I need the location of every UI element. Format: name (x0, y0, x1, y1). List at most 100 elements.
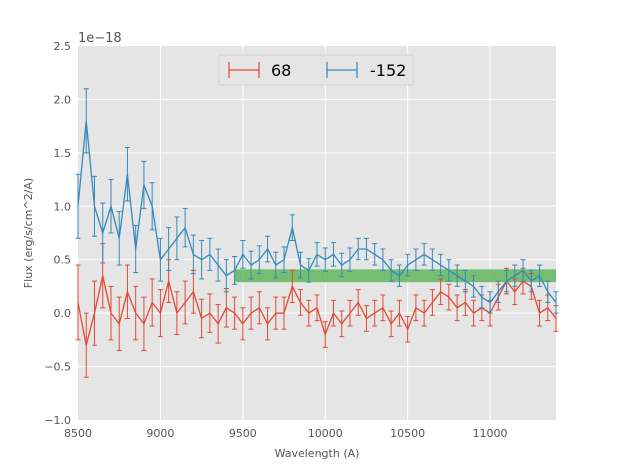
error-bar-1-38 (388, 259, 394, 282)
error-bar-1-17 (215, 248, 221, 282)
error-bar-1-0 (75, 173, 81, 239)
plot-area (78, 46, 556, 420)
error-bar-1-56 (537, 264, 543, 287)
error-bar-1-12 (174, 216, 180, 261)
error-bar-0-5 (116, 296, 122, 352)
error-bar-1-46 (454, 264, 460, 287)
error-bar-0-17 (215, 304, 221, 344)
error-bar-0-25 (281, 296, 287, 330)
error-bar-0-1 (83, 312, 89, 378)
error-bar-1-1 (83, 88, 89, 154)
error-bar-1-6 (124, 147, 130, 202)
error-bar-1-49 (479, 285, 485, 309)
x-tick-label-0: 8500 (64, 427, 92, 440)
y-tick-label-4: 1.0 (54, 200, 72, 213)
error-bar-1-8 (141, 160, 147, 209)
error-bar-0-28 (306, 299, 312, 327)
error-bar-0-8 (141, 296, 147, 352)
error-bar-0-4 (108, 285, 114, 341)
error-bar-1-7 (133, 225, 139, 274)
error-bar-1-50 (487, 291, 493, 314)
error-bar-1-19 (232, 256, 238, 285)
band-layer (234, 269, 556, 283)
error-bar-0-39 (396, 299, 402, 327)
error-bar-1-45 (446, 259, 452, 282)
error-bar-0-23 (265, 307, 271, 341)
error-bar-0-20 (240, 307, 246, 341)
series-layer (75, 88, 559, 378)
error-bar-1-29 (314, 242, 320, 267)
error-bar-1-16 (207, 237, 213, 271)
y-tick-label-1: −0.5 (44, 361, 71, 374)
error-bar-0-48 (471, 299, 477, 327)
error-bar-1-21 (248, 250, 254, 280)
error-bar-1-24 (273, 251, 279, 279)
legend-swatch-68 (228, 62, 260, 78)
error-bar-0-15 (199, 298, 205, 339)
error-bar-0-32 (339, 310, 345, 338)
error-bar-1-30 (322, 247, 328, 272)
error-bar-0-33 (347, 299, 353, 327)
error-bar-0-26 (289, 269, 295, 303)
error-bar-1-4 (108, 179, 114, 234)
error-bar-1-31 (330, 242, 336, 267)
error-bar-1-41 (413, 248, 419, 271)
error-bar-1-57 (545, 280, 551, 303)
legend: 68 -152 (218, 54, 414, 86)
y-tick-label-3: 0.5 (54, 254, 72, 267)
x-tick-label-4: 10500 (390, 427, 425, 440)
error-bar-1-55 (528, 269, 534, 293)
error-bar-0-13 (182, 280, 188, 325)
error-bar-1-9 (149, 182, 155, 231)
error-bar-0-30 (322, 321, 328, 348)
error-bar-1-36 (372, 243, 378, 266)
error-bar-1-13 (182, 207, 188, 248)
error-bar-1-35 (363, 237, 369, 261)
error-bar-0-38 (388, 310, 394, 338)
error-bar-0-37 (380, 294, 386, 322)
grid (78, 46, 556, 420)
error-bar-0-9 (149, 278, 155, 327)
error-bar-1-43 (429, 248, 435, 271)
error-bar-0-21 (248, 296, 254, 330)
x-tick-label-3: 10000 (308, 427, 343, 440)
error-bar-1-10 (157, 237, 163, 282)
error-bar-1-53 (512, 264, 518, 287)
error-bar-1-54 (520, 259, 526, 282)
error-bar-1-26 (289, 214, 295, 241)
error-bar-1-15 (199, 239, 205, 280)
error-bar-1-47 (462, 269, 468, 293)
error-bar-0-16 (207, 293, 213, 333)
error-bar-1-37 (380, 248, 386, 271)
y-offset-label: 1e−18 (78, 31, 122, 46)
error-bar-1-5 (116, 211, 122, 266)
x-axis-label: Wavelength (A) (275, 447, 360, 460)
legend-label-68: 68 (271, 61, 291, 80)
error-bar-1-14 (190, 234, 196, 275)
x-tick-label-5: 11000 (473, 427, 508, 440)
error-bar-0-41 (413, 294, 419, 322)
error-bar-0-45 (446, 283, 452, 311)
y-tick-label-7: 2.5 (54, 40, 72, 53)
error-bar-0-44 (438, 278, 444, 306)
error-bar-1-25 (281, 246, 287, 274)
error-bar-1-40 (405, 253, 411, 277)
error-bar-1-2 (91, 175, 97, 237)
error-bar-0-7 (133, 285, 139, 341)
error-bar-0-31 (330, 299, 336, 327)
error-bar-1-39 (396, 264, 402, 287)
legend-label-152: -152 (370, 61, 406, 80)
error-bar-0-2 (91, 280, 97, 346)
error-bar-1-44 (438, 253, 444, 277)
error-bar-0-36 (372, 299, 378, 327)
error-bar-0-24 (273, 296, 279, 330)
x-axis-ticks: 8500 9000 9500 10000 10500 11000 (64, 427, 508, 440)
error-bar-1-22 (256, 245, 262, 275)
x-tick-label-1: 9000 (146, 427, 174, 440)
error-bar-0-56 (537, 299, 543, 327)
error-bar-0-12 (174, 291, 180, 336)
y-tick-label-6: 2.0 (54, 93, 72, 106)
error-bar-1-20 (240, 239, 246, 269)
error-bar-0-19 (232, 296, 238, 330)
